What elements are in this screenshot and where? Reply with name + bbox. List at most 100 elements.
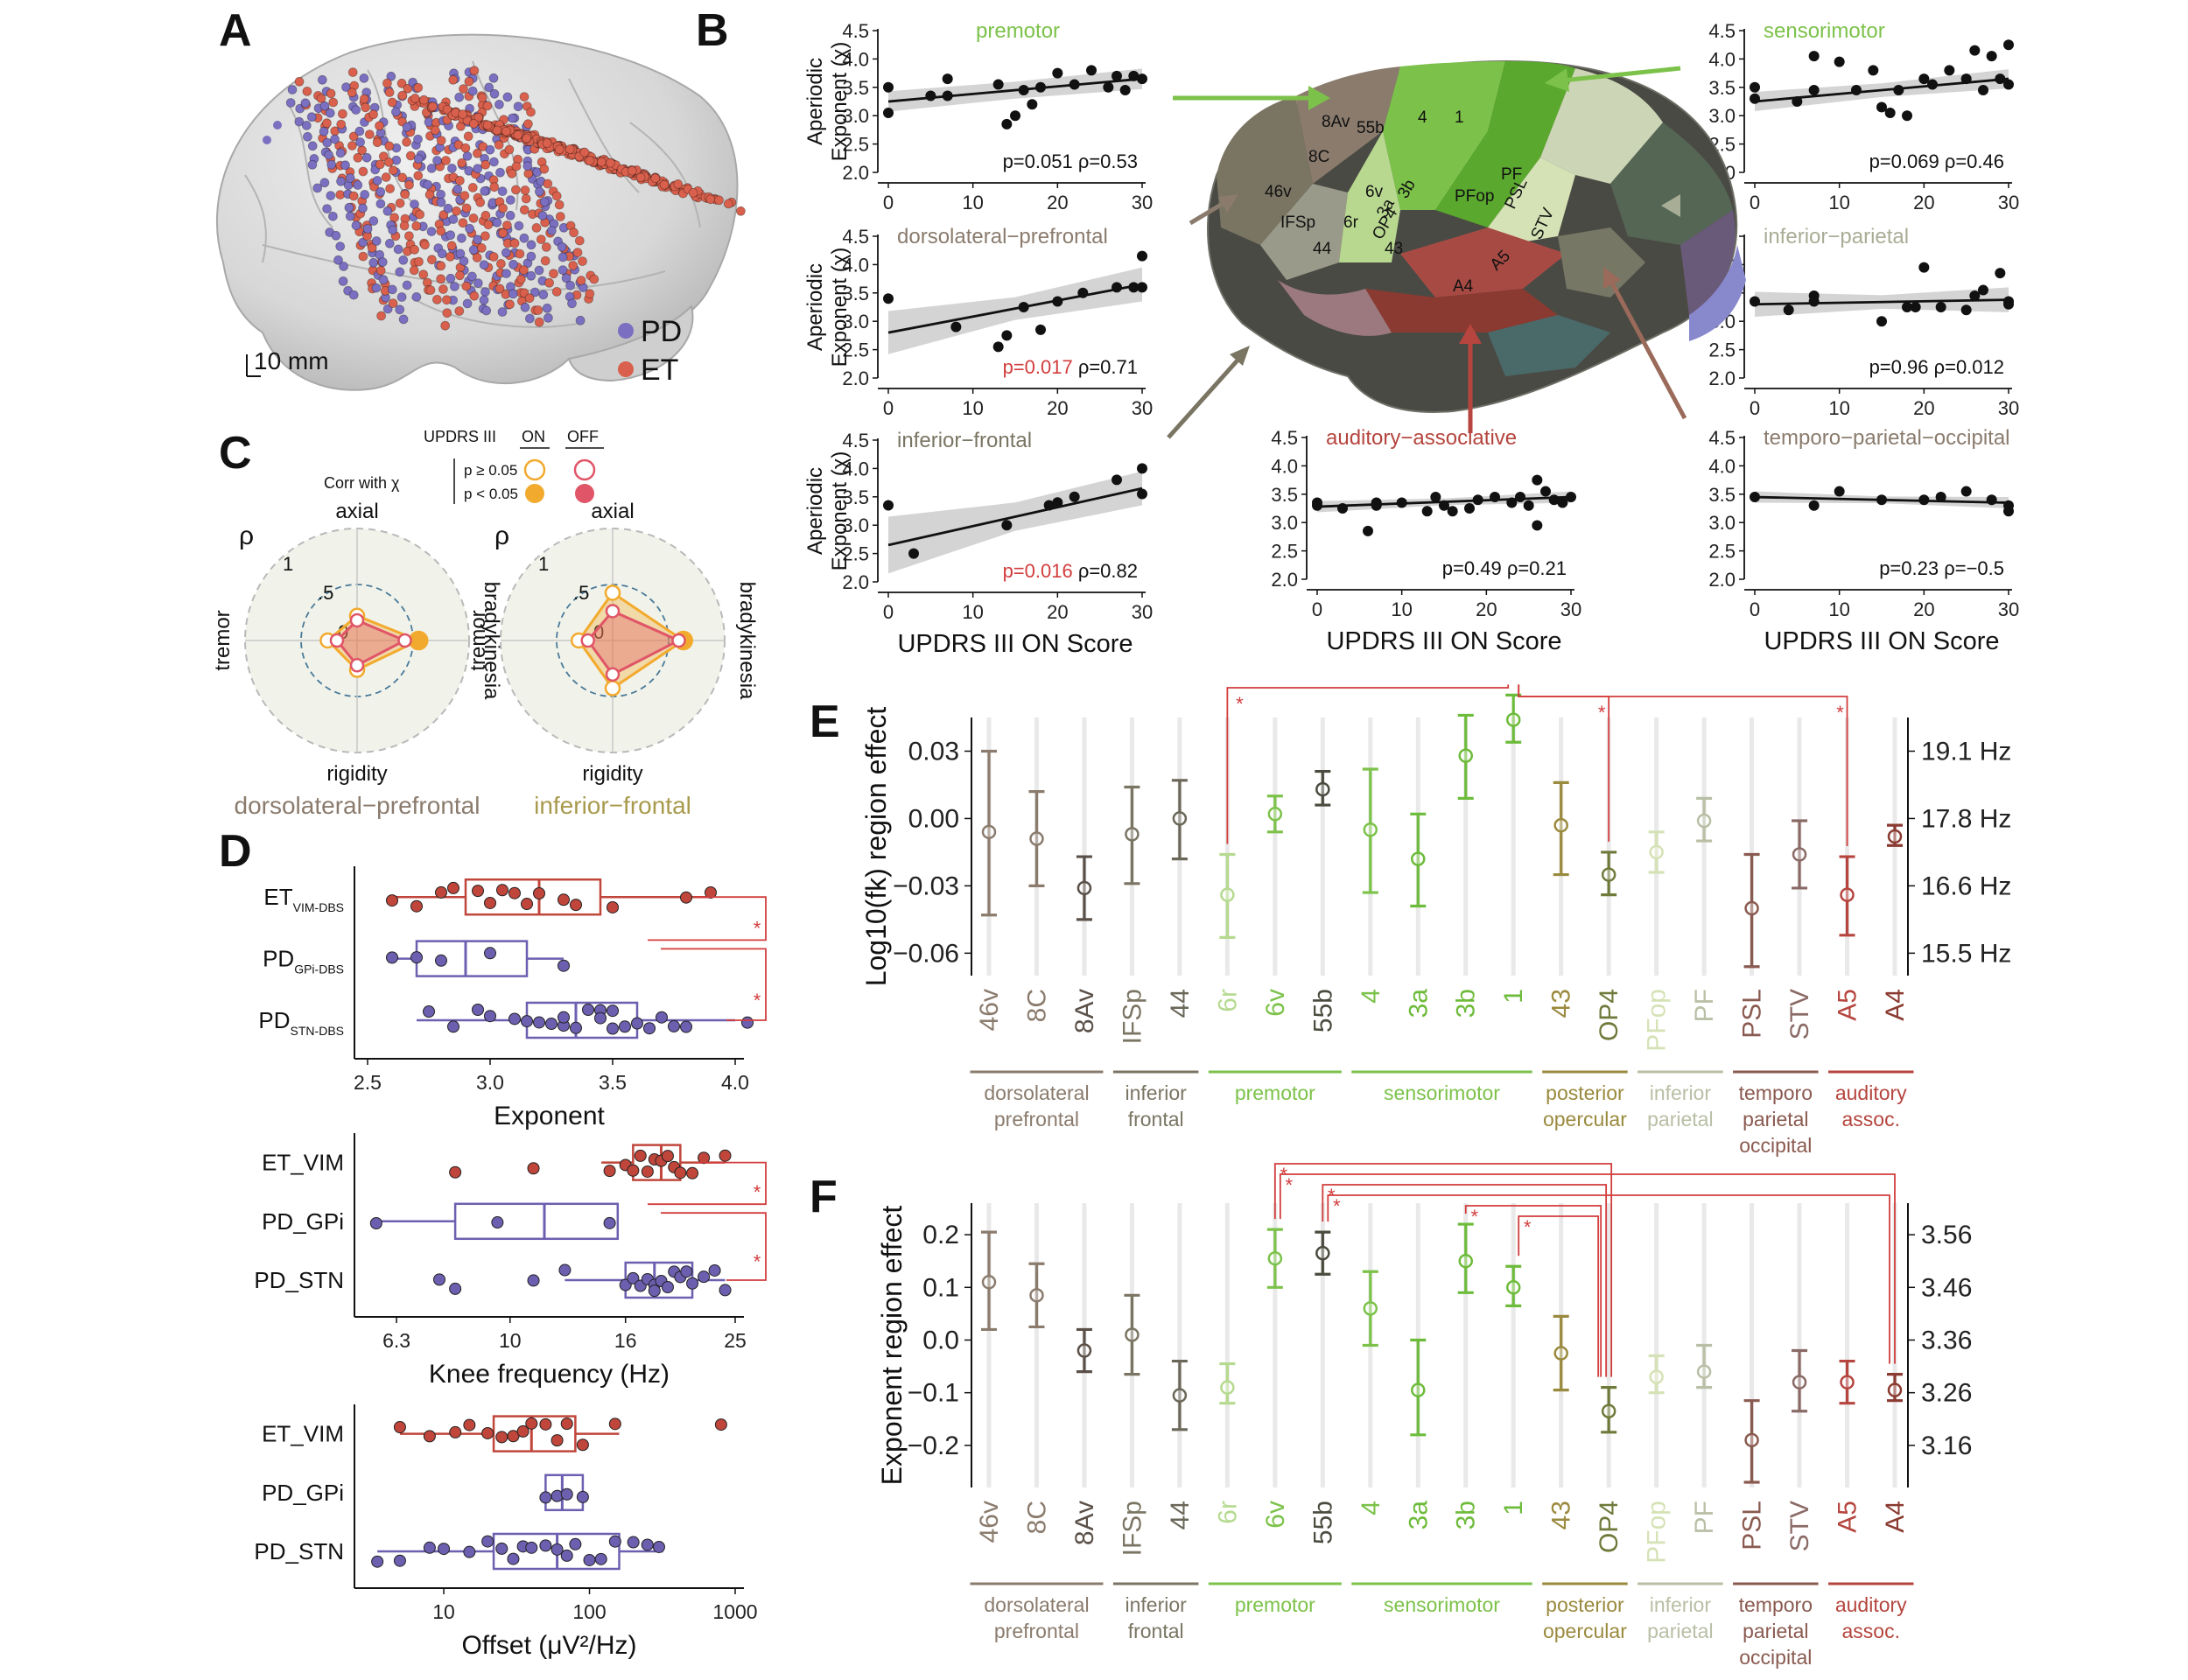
data-point xyxy=(1884,107,1896,118)
x-tick-label: 30 xyxy=(1560,598,1581,620)
mean-point xyxy=(1172,1388,1188,1403)
y-axis-label-line1: Aperiodic xyxy=(803,263,827,351)
group-label-line: frontal xyxy=(1128,1620,1184,1642)
sig-star: * xyxy=(1836,702,1844,724)
category-label: OP4 xyxy=(1595,1501,1623,1553)
mean-point xyxy=(1505,1280,1521,1295)
data-point xyxy=(433,1273,446,1286)
box xyxy=(415,940,529,977)
x-tick-label: 3.5 xyxy=(599,1071,627,1094)
y-tick-label: 4.0 xyxy=(1271,455,1298,477)
category-label: IFSp xyxy=(1118,1501,1147,1556)
electrode-pd xyxy=(358,237,368,248)
y-axis-label-line2: Exponent (χ) xyxy=(828,42,852,162)
panel-a: 10 mm PD ET xyxy=(216,33,746,391)
electrode-pd xyxy=(479,260,489,270)
x-tick-label: 4.0 xyxy=(721,1071,749,1094)
electrode-pd xyxy=(534,265,544,276)
data-point xyxy=(908,548,919,559)
y-tick-label: 2.0 xyxy=(1708,368,1736,389)
electrode-pd xyxy=(535,186,544,197)
electrode-et xyxy=(397,172,408,183)
electrode-pd xyxy=(388,225,398,235)
x-tick-label: 20 xyxy=(1476,598,1497,620)
y-axis-label: AperiodicExponent (χ) xyxy=(803,452,852,571)
y-tick-label: 0.00 xyxy=(908,804,959,833)
x-tick-label: 10 xyxy=(962,192,983,214)
rho-value: ρ=−0.5 xyxy=(1944,557,2004,579)
group-label-main: ET_VIM xyxy=(262,1150,344,1176)
data-point xyxy=(1112,282,1122,293)
radar-off-point-rigidity xyxy=(605,667,621,682)
electrode-et xyxy=(336,119,347,130)
y-tick-label: 2.5 xyxy=(1708,541,1736,563)
data-point xyxy=(608,1418,621,1431)
electrode-pd xyxy=(488,73,499,83)
data-point xyxy=(883,107,894,118)
data-point xyxy=(484,947,496,960)
electrode-pd xyxy=(539,197,550,207)
category-label: 6r xyxy=(1213,1501,1242,1524)
panel-letter-a: A xyxy=(219,5,252,56)
data-point xyxy=(1995,74,2006,85)
brain-label-8c: 8C xyxy=(1308,148,1329,166)
electrode-pd xyxy=(423,179,433,190)
electrode-pd xyxy=(489,157,499,167)
category-label: 46v xyxy=(975,1501,1004,1543)
electrode-et xyxy=(511,161,522,172)
electrode-et xyxy=(504,144,515,155)
brain-label-43: 43 xyxy=(1385,240,1403,258)
electrode-et xyxy=(385,184,396,194)
data-point xyxy=(1523,500,1534,511)
group-label-main: ET xyxy=(263,884,292,910)
data-point xyxy=(1464,503,1475,514)
group-label-line: prefrontal xyxy=(994,1108,1079,1130)
radar-off-point-tremor xyxy=(580,633,595,648)
y-tick-label: 2.0 xyxy=(1271,569,1298,591)
electrode-et xyxy=(521,193,531,204)
electrode-et xyxy=(413,82,424,93)
electrode-pd xyxy=(436,197,446,207)
data-point xyxy=(656,1011,668,1024)
electrode-pd xyxy=(502,92,513,102)
data-point xyxy=(423,1005,435,1018)
electrode-pd xyxy=(485,144,495,155)
electrode-pd xyxy=(411,291,422,302)
group-label-line: inferior xyxy=(1650,1082,1712,1104)
electrode-et xyxy=(358,251,368,262)
legend-pd-marker xyxy=(618,323,634,339)
electrode-et xyxy=(413,171,424,181)
x-axis-label: Exponent xyxy=(494,1102,605,1130)
electrode-pd xyxy=(340,160,350,171)
electrode-pd xyxy=(354,126,365,136)
electrode-et xyxy=(440,320,451,331)
mean-point xyxy=(1601,867,1616,882)
radar-off-point-bradykinesia xyxy=(671,633,686,648)
y-tick-label: 4.5 xyxy=(1708,427,1736,449)
group-label: posterior opercular xyxy=(1543,1593,1627,1642)
radar-ring-label: 0 xyxy=(593,621,604,643)
data-point xyxy=(472,885,484,898)
electrode-et xyxy=(375,159,385,170)
data-point xyxy=(558,1011,570,1024)
scatter-plot-6: 2.0 2.5 3.0 3.5 4.0 4.5 0 10 20 30 temporo−parieta… xyxy=(1708,426,2019,655)
mean-point xyxy=(1315,781,1330,797)
electrode-et xyxy=(483,220,494,230)
electrode-et xyxy=(475,197,486,207)
electrode-et xyxy=(455,175,465,186)
data-point xyxy=(1069,491,1080,502)
mean-point xyxy=(1125,1327,1140,1342)
data-point xyxy=(551,1543,564,1556)
electrode-et xyxy=(455,270,465,281)
x-tick-label: 20 xyxy=(1913,192,1934,214)
electrode-pd xyxy=(371,283,382,293)
electrode-pd xyxy=(542,303,552,313)
radar-chart-0: ρ1.50axialrigiditybradykinesiatremordors… xyxy=(211,500,503,819)
mean-point xyxy=(1887,829,1903,844)
category-label: 55b xyxy=(1308,1501,1337,1544)
electrode-pd xyxy=(330,134,340,144)
data-point xyxy=(619,1020,631,1033)
group-label-sub: GPi-DBS xyxy=(294,962,344,976)
data-point xyxy=(883,293,894,304)
y-tick-label: 3.0 xyxy=(842,514,869,536)
